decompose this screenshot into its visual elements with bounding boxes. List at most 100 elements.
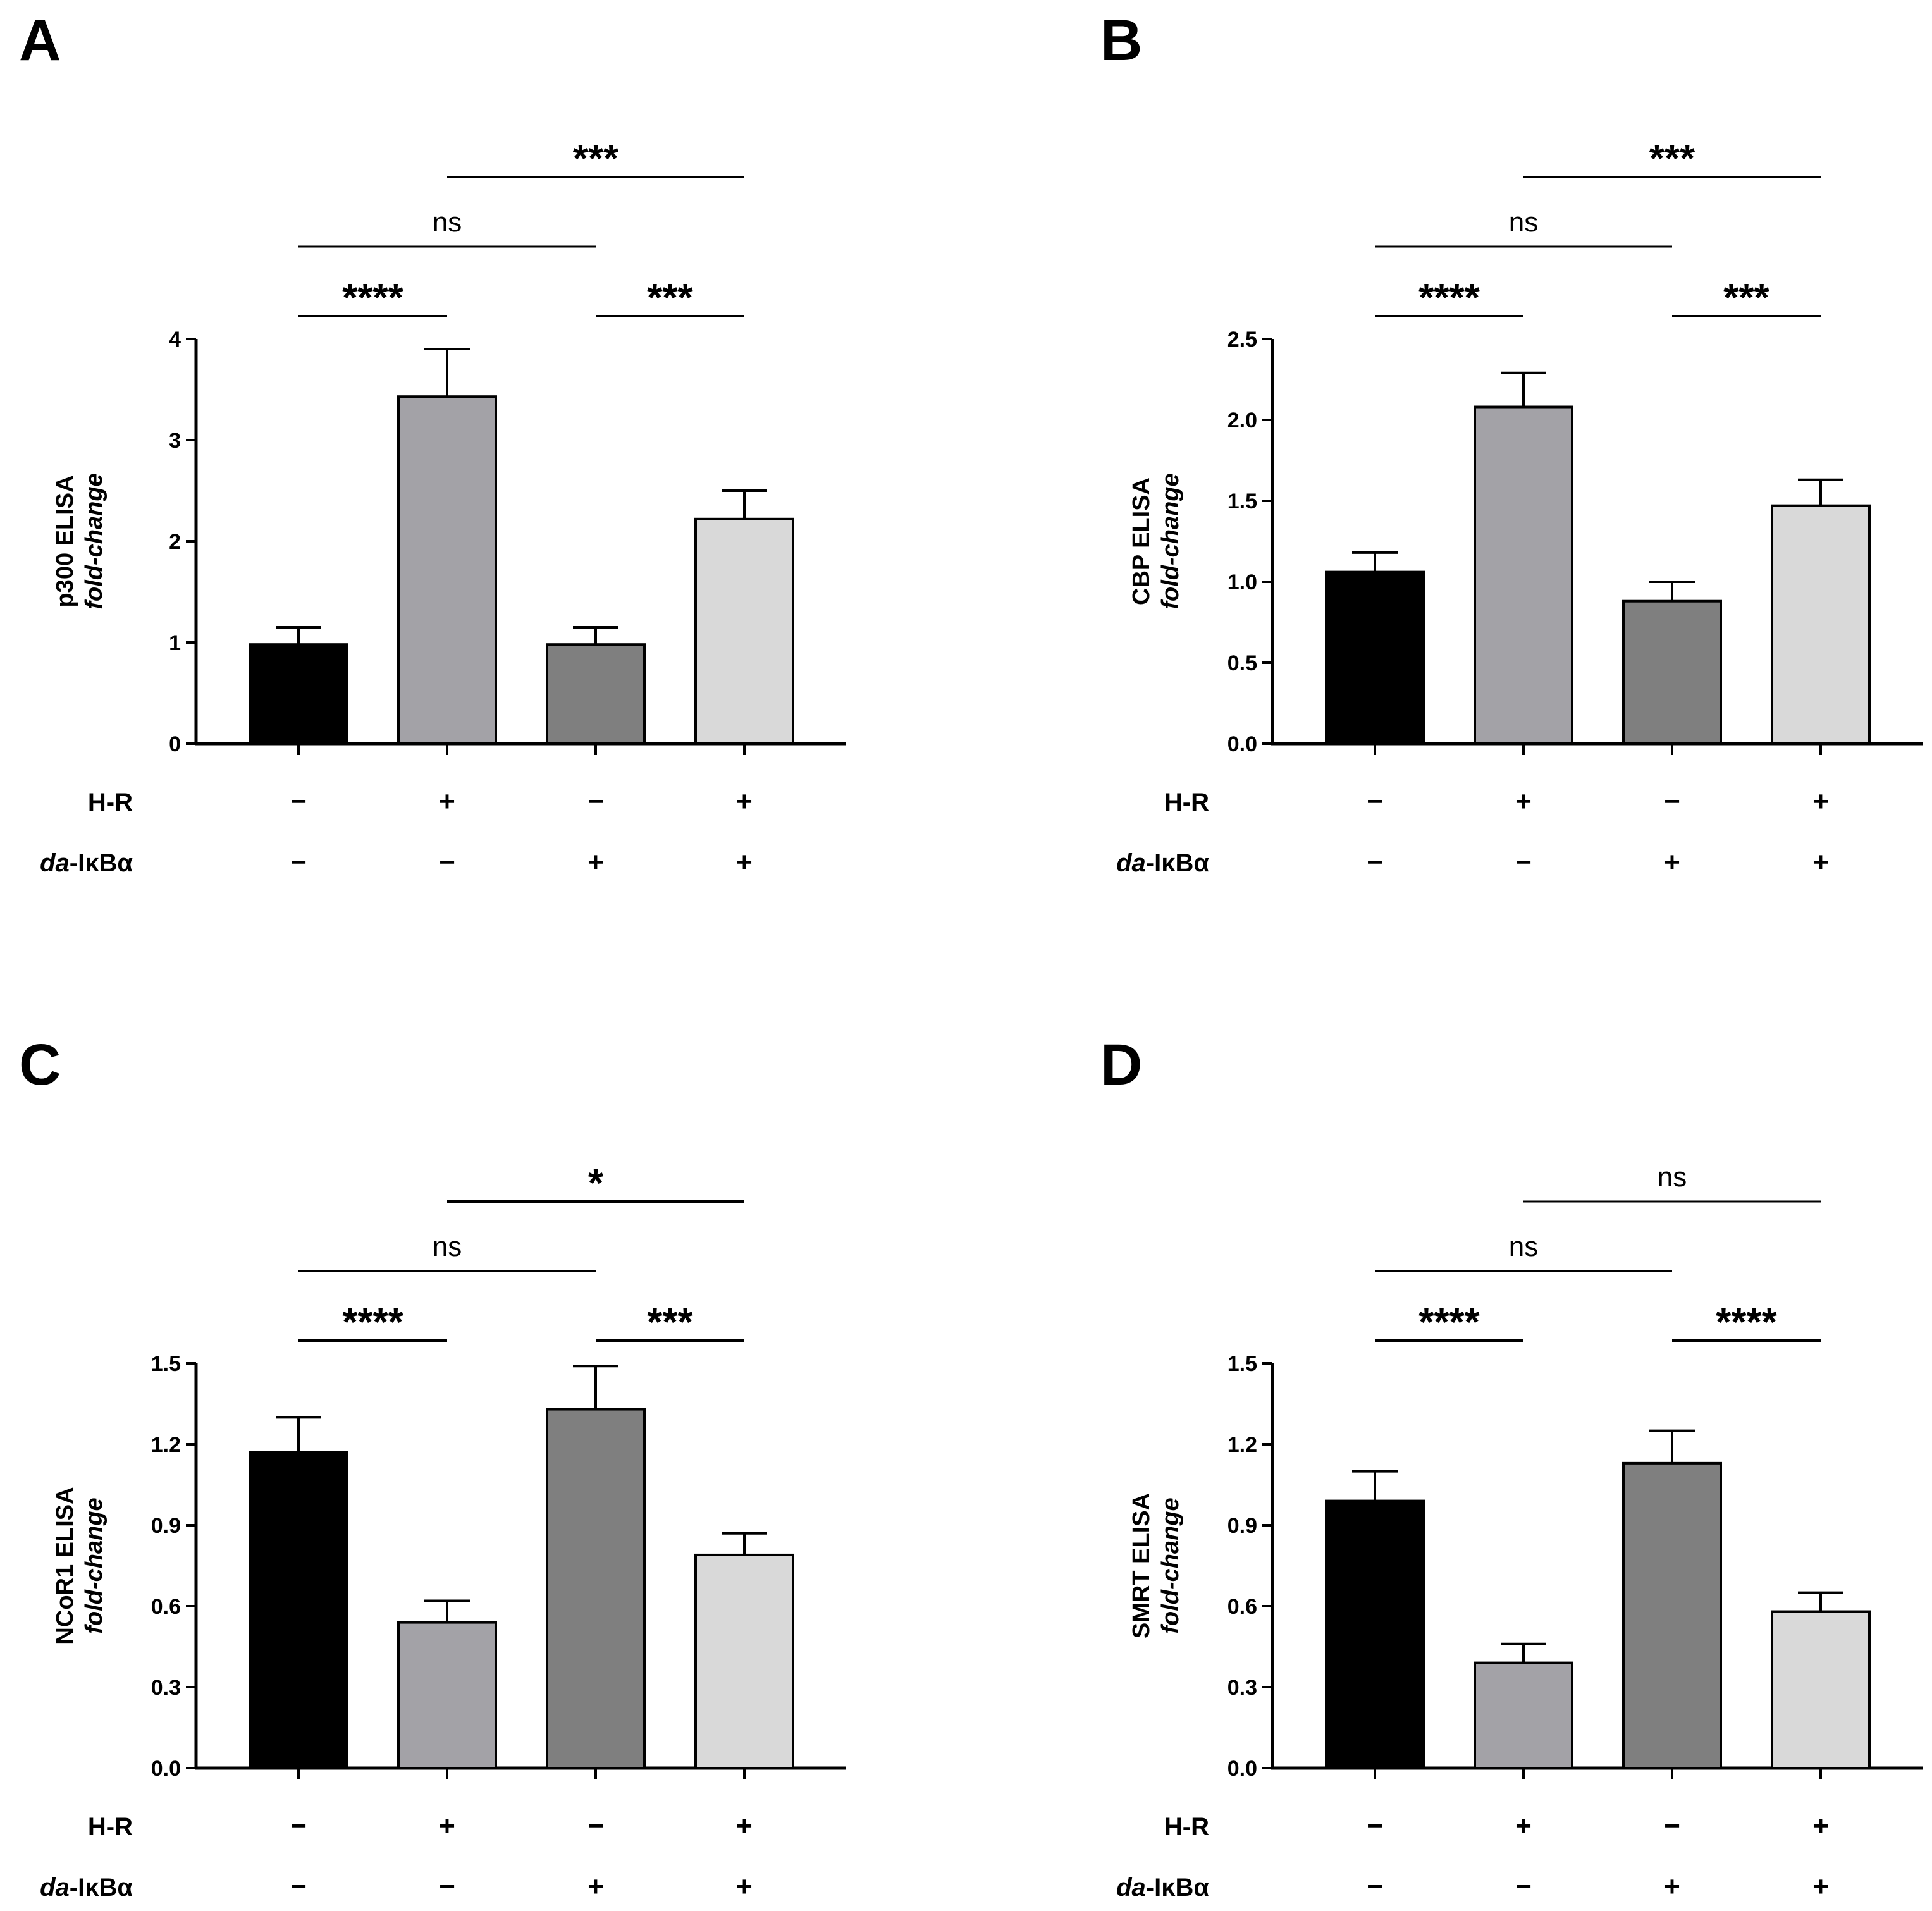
da-sign: − — [1367, 1871, 1383, 1902]
row-label-da-rest: -IκBα — [70, 1874, 133, 1902]
y-axis-title-main: p300 ELISA — [52, 475, 78, 607]
hr-sign: + — [1812, 1810, 1829, 1841]
bar — [694, 517, 794, 745]
da-sign: + — [1812, 1871, 1829, 1902]
y-tick-label: 1.5 — [1227, 489, 1257, 513]
significance-label: **** — [1418, 276, 1480, 320]
y-axis-title-sub: fold-change — [1157, 1497, 1184, 1633]
da-sign: + — [588, 847, 604, 878]
row-label-da: da-IκBα — [40, 849, 133, 877]
panel-letter: C — [19, 1033, 61, 1097]
bar — [1474, 405, 1573, 745]
panel-letter: A — [19, 8, 61, 73]
significance-label: ns — [433, 1231, 462, 1262]
hr-sign: + — [736, 786, 753, 817]
bar — [1474, 1661, 1573, 1769]
bar — [249, 643, 348, 746]
y-tick-label: 0.6 — [151, 1595, 181, 1619]
hr-sign: + — [439, 786, 455, 817]
hr-sign: − — [1367, 786, 1383, 817]
panel-letter: D — [1100, 1033, 1142, 1097]
row-label-da-rest: -IκBα — [1146, 849, 1210, 877]
significance-label: **** — [1418, 1301, 1480, 1344]
hr-sign: − — [290, 786, 307, 817]
panel-d: D 0.0 0.3 0.6 0.9 1.2 1.5 SMRT ELISA fold-change… — [1100, 1033, 1923, 1902]
y-axis-title-sub: fold-change — [81, 473, 108, 609]
row-label-da-italic: da — [40, 849, 70, 877]
bar — [397, 1621, 497, 1769]
significance-label: *** — [647, 1301, 693, 1344]
y-tick-label: 0.0 — [1227, 732, 1257, 756]
hr-sign: − — [290, 1810, 307, 1841]
da-sign: + — [1664, 1871, 1680, 1902]
hr-sign: − — [1664, 1810, 1680, 1841]
y-tick-label: 3 — [169, 429, 181, 453]
y-tick-label: 2.0 — [1227, 409, 1257, 433]
hr-sign: + — [736, 1810, 753, 1841]
da-sign: − — [290, 1871, 307, 1902]
panel-b: B 0.0 0.5 1.0 1.5 2.0 2.5 CBP ELISA fold-change *… — [1100, 8, 1923, 878]
panel-letter: B — [1100, 8, 1142, 73]
hr-sign: + — [439, 1810, 455, 1841]
bar — [546, 643, 646, 746]
row-label-hr: H-R — [88, 789, 133, 816]
y-tick-label: 0.0 — [1227, 1757, 1257, 1781]
y-tick-label: 0.9 — [1227, 1514, 1257, 1538]
y-tick-label: 0.9 — [151, 1514, 181, 1538]
da-sign: − — [1515, 1871, 1532, 1902]
y-axis-title-main: CBP ELISA — [1128, 477, 1155, 605]
panel-c: C 0.0 0.3 0.6 0.9 1.2 1.5 NCoR1 ELISA fold-chang… — [19, 1033, 846, 1902]
row-label-da-italic: da — [1116, 849, 1146, 877]
y-axis-title-main: SMRT ELISA — [1128, 1493, 1155, 1638]
y-tick-label: 0.0 — [151, 1757, 181, 1781]
y-tick-label: 4 — [169, 328, 181, 352]
significance-label: * — [588, 1162, 604, 1205]
significance-label: ns — [433, 207, 462, 238]
bar — [1325, 1499, 1425, 1769]
significance-label: *** — [1723, 276, 1769, 320]
y-tick-label: 2 — [169, 530, 181, 554]
y-tick-label: 1.2 — [151, 1433, 181, 1457]
significance-label: **** — [342, 276, 403, 320]
significance-label: ns — [1658, 1162, 1687, 1193]
row-label-da: da-IκBα — [40, 1874, 133, 1902]
bar — [1622, 599, 1722, 745]
y-tick-label: 1.5 — [1227, 1352, 1257, 1376]
bar — [1622, 1461, 1722, 1769]
bar — [694, 1553, 794, 1770]
hr-sign: − — [588, 786, 604, 817]
da-sign: − — [1367, 847, 1383, 878]
row-label-hr: H-R — [1164, 1813, 1209, 1841]
row-label-da-italic: da — [1116, 1874, 1146, 1902]
y-tick-label: 1.0 — [1227, 570, 1257, 594]
y-axis-title: p300 ELISA fold-change — [52, 473, 108, 609]
significance-label: ns — [1509, 207, 1538, 238]
row-label-hr: H-R — [1164, 789, 1209, 816]
y-tick-label: 1.5 — [151, 1352, 181, 1376]
bar — [546, 1408, 646, 1769]
da-sign: + — [736, 847, 753, 878]
bar — [1325, 570, 1425, 745]
bar — [1771, 504, 1871, 745]
row-label-da: da-IκBα — [1116, 849, 1209, 877]
significance-label: **** — [342, 1301, 403, 1344]
y-tick-label: 0.3 — [151, 1676, 181, 1700]
hr-sign: − — [588, 1810, 604, 1841]
y-tick-label: 0.5 — [1227, 651, 1257, 675]
significance-label: **** — [1716, 1301, 1777, 1344]
hr-sign: + — [1515, 1810, 1532, 1841]
significance-label: *** — [647, 276, 693, 320]
y-tick-label: 2.5 — [1227, 328, 1257, 352]
y-axis-title-main: NCoR1 ELISA — [52, 1487, 78, 1644]
hr-sign: + — [1812, 786, 1829, 817]
y-axis-title-sub: fold-change — [1157, 473, 1184, 609]
da-sign: − — [1515, 847, 1532, 878]
hr-sign: + — [1515, 786, 1532, 817]
y-tick-label: 1 — [169, 631, 181, 655]
row-label-da: da-IκBα — [1116, 1874, 1209, 1902]
bar — [397, 395, 497, 745]
y-tick-label: 1.2 — [1227, 1433, 1257, 1457]
hr-sign: − — [1664, 786, 1680, 817]
